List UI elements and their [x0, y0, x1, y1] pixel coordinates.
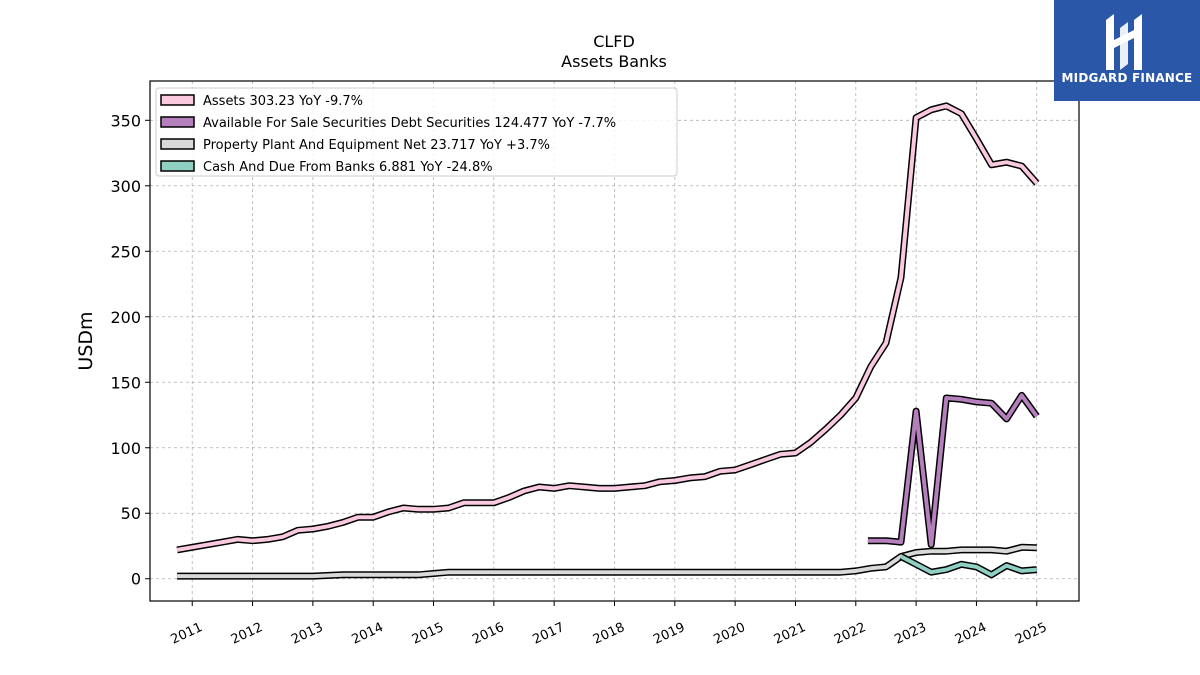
y-tick-label: 50 [121, 504, 141, 523]
x-tick-label: 2017 [531, 620, 567, 648]
series-line-1 [867, 393, 1039, 547]
brand-name: MIDGARD FINANCE [1061, 71, 1193, 85]
legend-box [155, 87, 678, 177]
legend-swatch-1 [160, 116, 195, 128]
legend-label-1: Available For Sale Securities Debt Secur… [203, 116, 616, 131]
y-axis: 0 50 100 150 200 250 300 350 [110, 111, 150, 589]
legend-label-0: Assets 303.23 YoY -9.7% [203, 94, 363, 109]
chart-subtitle: Assets Banks [561, 52, 667, 71]
chart-title: CLFD [593, 32, 635, 51]
legend-label-2: Property Plant And Equipment Net 23.717 … [203, 138, 550, 153]
x-tick-label: 2015 [410, 620, 446, 648]
y-tick-label: 250 [110, 242, 141, 261]
x-tick-label: 2014 [350, 620, 386, 648]
series-line-0 [176, 103, 1039, 552]
x-tick-label: 2023 [892, 620, 928, 648]
x-tick-label: 2022 [832, 620, 868, 648]
x-tick-label: 2013 [289, 620, 325, 648]
legend: Assets 303.23 YoY -9.7% Available For Sal… [155, 87, 678, 177]
y-tick-label: 350 [110, 111, 141, 130]
x-tick-label: 2021 [772, 620, 808, 648]
x-tick-label: 2025 [1013, 620, 1049, 648]
legend-swatch-2 [160, 138, 195, 150]
x-tick-label: 2020 [712, 620, 748, 648]
y-tick-label: 200 [110, 308, 141, 327]
x-tick-label: 2016 [470, 620, 506, 648]
y-tick-label: 300 [110, 177, 141, 196]
series-line-2 [177, 545, 1037, 579]
x-axis: 2011 2012 2013 2014 2015 2016 2017 2018 2019 2020… [169, 601, 1049, 648]
x-tick-label: 2012 [229, 620, 265, 648]
series-outline-1 [867, 391, 1040, 549]
legend-swatch-3 [160, 160, 195, 172]
x-tick-label: 2024 [953, 620, 989, 648]
series-line-3 [900, 554, 1037, 577]
legend-swatch-0 [160, 94, 195, 106]
y-axis-label: USDm [75, 311, 97, 370]
legend-label-3: Cash And Due From Banks 6.881 YoY -24.8% [203, 160, 493, 175]
y-tick-label: 150 [110, 373, 141, 392]
series-lines [176, 102, 1040, 580]
x-tick-label: 2018 [591, 620, 627, 648]
brand-logo: MIDGARD FINANCE [1054, 0, 1200, 101]
x-tick-label: 2011 [169, 620, 205, 648]
y-tick-label: 100 [110, 439, 141, 458]
y-tick-label: 0 [131, 570, 141, 589]
x-tick-label: 2019 [651, 620, 687, 648]
midgard-logo-icon [1106, 14, 1142, 70]
